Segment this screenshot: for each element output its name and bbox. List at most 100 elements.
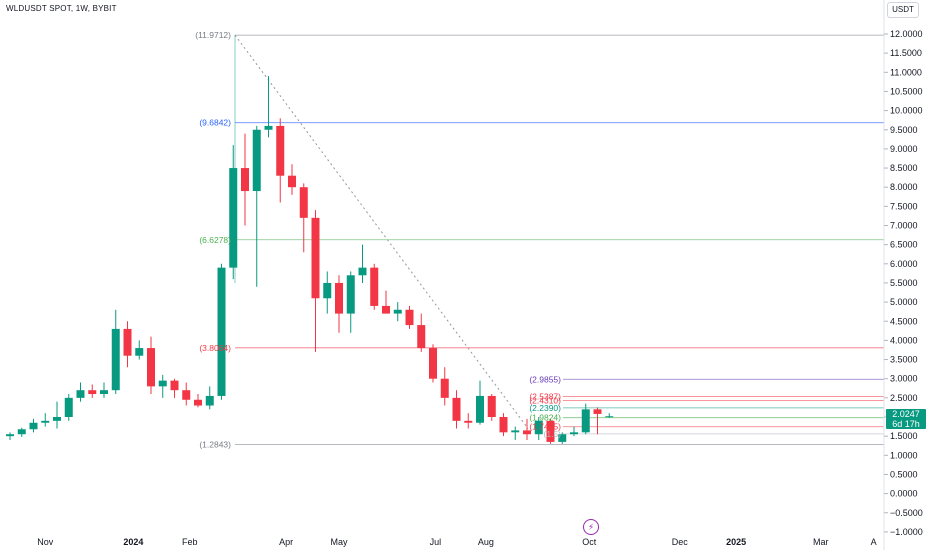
y-tick-label: 11.5000 xyxy=(890,48,922,58)
candle-body xyxy=(487,395,496,417)
candle-body xyxy=(264,125,273,130)
x-tick-label: Mar xyxy=(813,537,829,547)
y-tick-label: 12.0000 xyxy=(890,29,923,39)
candle-body xyxy=(476,395,484,423)
y-tick-label: 0.0000 xyxy=(890,489,918,499)
y-tick-label: 7.0000 xyxy=(890,221,918,231)
sub-level-label: (1.9824) xyxy=(529,413,561,423)
x-tick-label: Oct xyxy=(582,537,597,547)
candle-body xyxy=(405,309,414,326)
fib-label: (3.8064) xyxy=(199,343,231,353)
candle-body xyxy=(170,380,179,391)
fib-level-lines xyxy=(235,34,884,445)
y-tick-label: 3.0000 xyxy=(890,374,918,384)
y-tick-label: 8.5000 xyxy=(890,163,918,173)
x-tick-label: A xyxy=(871,537,877,547)
candle-body xyxy=(135,348,144,356)
x-tick-label: 2024 xyxy=(123,537,143,547)
y-tick-label: 6.0000 xyxy=(890,259,918,269)
x-tick-label: Aug xyxy=(478,537,494,547)
candle-body xyxy=(123,328,132,356)
x-tick-label: Nov xyxy=(37,537,54,547)
fib-label: (11.9712) xyxy=(195,30,231,40)
y-tick-label: 9.5000 xyxy=(890,125,918,135)
fib-label: (6.6278) xyxy=(199,235,231,245)
candle-body xyxy=(499,417,508,433)
y-tick-label: 1.5000 xyxy=(890,431,918,441)
candle-body xyxy=(464,420,473,423)
candle-body xyxy=(370,267,379,306)
trend-line xyxy=(234,34,529,429)
candle-body xyxy=(393,309,402,314)
candle-body xyxy=(346,275,355,314)
sub-level-label: (2.4310) xyxy=(529,395,561,405)
candle-body xyxy=(276,125,285,176)
candle-body xyxy=(382,305,390,314)
time-axis[interactable]: Nov 2024 Feb Apr May Jul Aug Oct Dec 2025 Mar A xyxy=(37,537,876,547)
candle-body xyxy=(111,328,120,391)
candle-body xyxy=(546,420,555,442)
y-tick-label: 7.5000 xyxy=(890,201,918,211)
x-tick-label: Dec xyxy=(672,537,689,547)
candle-body xyxy=(311,217,320,299)
y-tick-label: 10.5000 xyxy=(890,86,923,96)
candle-body xyxy=(64,397,73,417)
candle-body xyxy=(511,430,520,433)
y-tick-label: 5.0000 xyxy=(890,297,918,307)
sub-level-label: (1.7455) xyxy=(529,422,561,432)
candle-body xyxy=(241,168,249,192)
candle-body xyxy=(440,378,449,398)
y-tick-label: 10.0000 xyxy=(890,106,923,116)
candle-body xyxy=(53,417,61,421)
candle-body xyxy=(252,129,261,192)
y-tick-label: 4.0000 xyxy=(890,335,918,345)
candle-body xyxy=(358,267,367,276)
candlestick-series xyxy=(6,76,614,444)
bar-countdown: 6d 17h xyxy=(892,419,920,429)
price-axis[interactable]: 12.0000 11.5000 11.0000 10.5000 10.0000 9.500… xyxy=(884,29,923,537)
symbol-title: WLDUSDT SPOT, 1W, BYBIT xyxy=(6,4,117,13)
y-tick-label: 3.5000 xyxy=(890,355,918,365)
candle-body xyxy=(570,432,578,435)
candle-body xyxy=(158,380,167,387)
lightning-icon[interactable]: ⚡ xyxy=(583,519,599,535)
trend-line-segment xyxy=(234,34,529,429)
candle-body xyxy=(429,348,437,379)
x-tick-label: Jul xyxy=(430,537,442,547)
x-tick-label: 2025 xyxy=(726,537,746,547)
candle-body xyxy=(41,420,50,423)
candle-body xyxy=(581,409,590,433)
candle-body xyxy=(194,399,202,406)
y-tick-label: −0.5000 xyxy=(890,508,923,518)
candle-body xyxy=(605,416,614,418)
candle-body xyxy=(88,390,97,395)
candle-body xyxy=(182,390,191,400)
last-price-value: 2.0247 xyxy=(892,409,920,419)
last-price-badge: 2.0247 6d 17h xyxy=(886,409,926,429)
fib-level-labels: (11.9712) (9.6842) (6.6278) (3.8064) (1.2843… xyxy=(195,30,561,449)
y-tick-label: 1.0000 xyxy=(890,450,918,460)
candle-body xyxy=(452,397,461,421)
candle-body xyxy=(229,168,238,268)
candle-body xyxy=(288,175,296,188)
currency-button[interactable]: USDT xyxy=(887,2,919,18)
y-tick-label: 0.5000 xyxy=(890,469,918,479)
candle-body xyxy=(217,267,226,396)
candle-body xyxy=(17,429,26,435)
sub-level-label: (1.5) xyxy=(544,429,562,439)
y-tick-label: 9.0000 xyxy=(890,144,918,154)
candle-body xyxy=(593,409,602,414)
candle-body xyxy=(335,282,343,314)
candle-body xyxy=(76,390,85,398)
x-tick-label: Apr xyxy=(279,537,293,547)
sub-level-label: (2.2390) xyxy=(529,403,561,413)
candle-body xyxy=(534,420,543,435)
candle-body xyxy=(523,430,531,435)
fib-label: (9.6842) xyxy=(199,118,231,128)
y-tick-label: 2.5000 xyxy=(890,393,918,403)
candle-body xyxy=(6,434,14,437)
candle-body xyxy=(29,422,38,430)
candle-body xyxy=(323,282,332,299)
sub-level-label: (2.9855) xyxy=(529,374,561,384)
